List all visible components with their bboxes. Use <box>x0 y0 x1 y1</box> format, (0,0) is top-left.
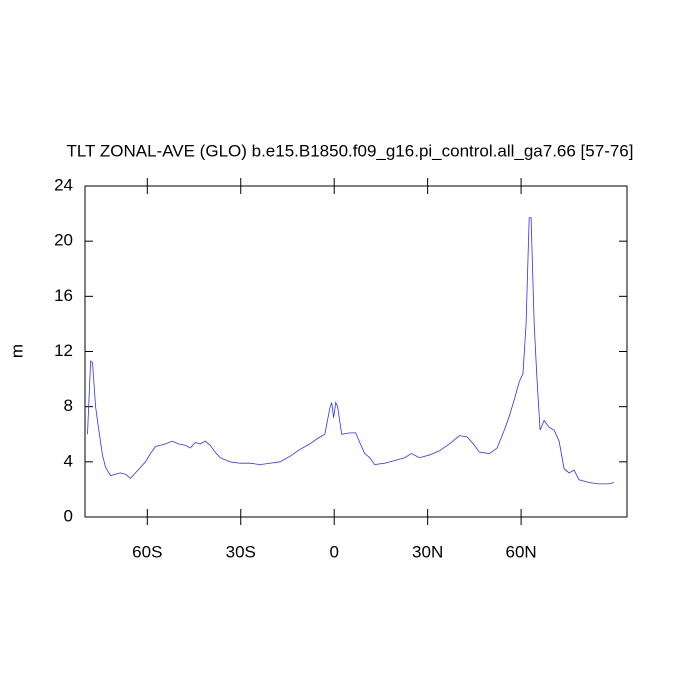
y-tick-label: 16 <box>54 286 73 305</box>
data-line <box>87 217 615 485</box>
y-tick-label: 24 <box>54 175 73 194</box>
y-tick-label: 4 <box>64 451 73 470</box>
chart-title: TLT ZONAL-AVE (GLO) b.e15.B1850.f09_g16.… <box>66 141 633 160</box>
x-tick-label: 0 <box>329 542 338 561</box>
x-tick-label: 60N <box>505 542 536 561</box>
x-tick-label: 60S <box>132 542 162 561</box>
plot-frame <box>84 185 628 518</box>
y-tick-label: 0 <box>64 506 73 525</box>
x-tick-label: 30S <box>226 542 256 561</box>
y-tick-label: 8 <box>64 396 73 415</box>
y-tick-label: 20 <box>54 231 73 250</box>
y-tick-label: 12 <box>54 341 73 360</box>
y-axis-label: m <box>7 344 26 358</box>
x-tick-label: 30N <box>412 542 443 561</box>
